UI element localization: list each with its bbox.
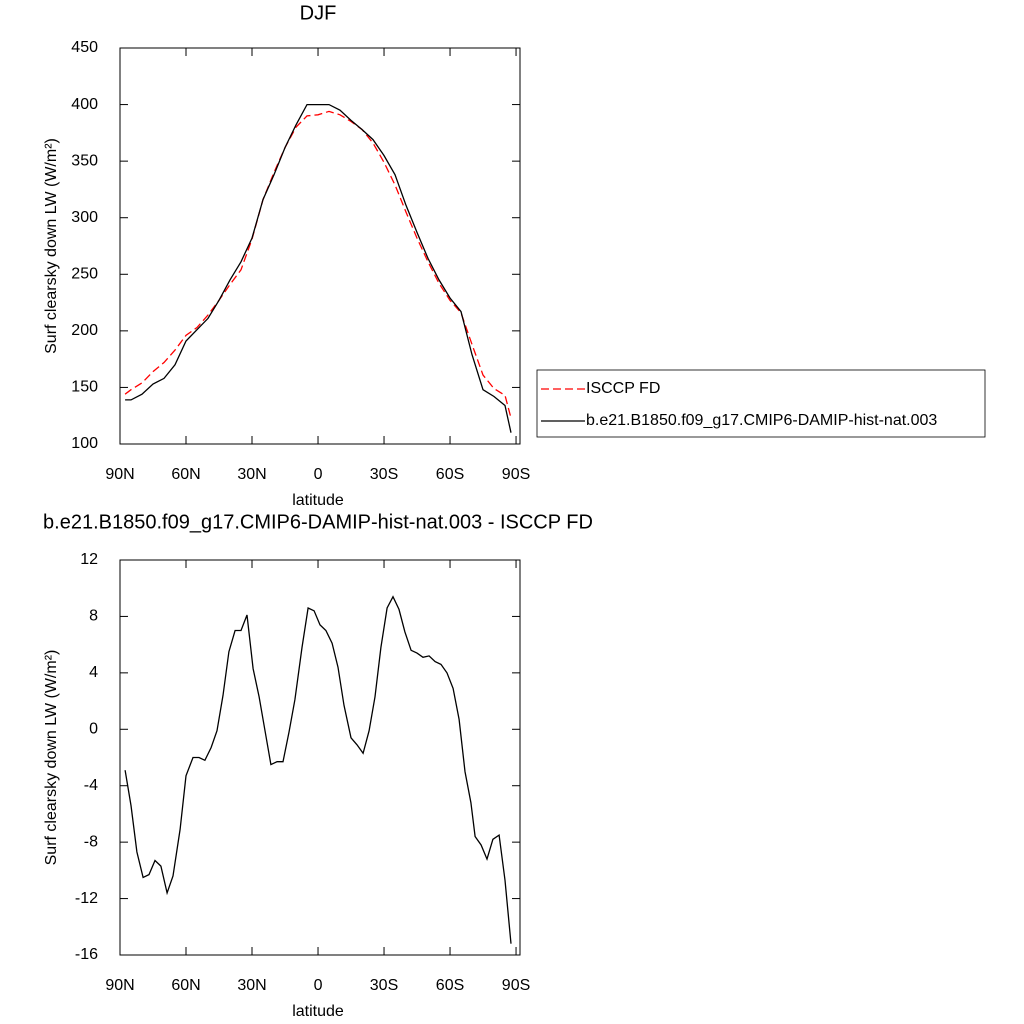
x-tick-label: 30N — [237, 466, 266, 483]
y-tick-label: 12 — [80, 551, 98, 568]
plot-frame — [119, 559, 521, 956]
chart-title: DJF — [300, 2, 337, 24]
x-axis-label: latitude — [292, 492, 344, 509]
x-tick-label: 90N — [105, 466, 134, 483]
y-tick-label: 400 — [71, 96, 98, 113]
y-tick-label: 300 — [71, 209, 98, 226]
y-tick-label: -16 — [75, 946, 98, 963]
y-tick-label: 8 — [89, 608, 98, 625]
x-tick-label: 60S — [436, 466, 464, 483]
x-tick-label: 90N — [105, 977, 134, 994]
y-tick-label: 450 — [71, 39, 98, 56]
legend-label: ISCCP FD — [586, 380, 660, 397]
x-tick-label: 0 — [314, 977, 323, 994]
x-tick-label: 60N — [171, 466, 200, 483]
y-tick-label: 4 — [89, 664, 98, 681]
y-tick-label: 200 — [71, 322, 98, 339]
x-tick-label: 30N — [237, 977, 266, 994]
y-tick-label: -12 — [75, 890, 98, 907]
x-tick-label: 0 — [314, 466, 323, 483]
data-line — [124, 110, 512, 419]
legend-box — [536, 369, 986, 438]
y-tick-label: 0 — [89, 721, 98, 738]
y-tick-label: -4 — [84, 777, 98, 794]
x-axis-label: latitude — [292, 1003, 344, 1020]
data-line — [124, 595, 512, 944]
data-line — [125, 103, 512, 433]
y-axis-label: Surf clearsky down LW (W/m²) — [43, 650, 60, 866]
x-tick-label: 30S — [370, 466, 398, 483]
x-tick-label: 90S — [502, 466, 530, 483]
plot-frame — [119, 47, 521, 445]
y-tick-label: 150 — [71, 379, 98, 396]
x-tick-label: 30S — [370, 977, 398, 994]
y-tick-label: 100 — [71, 435, 98, 452]
y-axis-label: Surf clearsky down LW (W/m²) — [43, 138, 60, 354]
x-tick-label: 90S — [502, 977, 530, 994]
x-tick-label: 60N — [171, 977, 200, 994]
y-tick-label: 250 — [71, 266, 98, 283]
x-tick-label: 60S — [436, 977, 464, 994]
chart-title: b.e21.B1850.f09_g17.CMIP6-DAMIP-hist-nat… — [43, 511, 593, 533]
y-tick-label: -8 — [84, 833, 98, 850]
legend-label: b.e21.B1850.f09_g17.CMIP6-DAMIP-hist-nat… — [586, 412, 937, 429]
y-tick-label: 350 — [71, 152, 98, 169]
